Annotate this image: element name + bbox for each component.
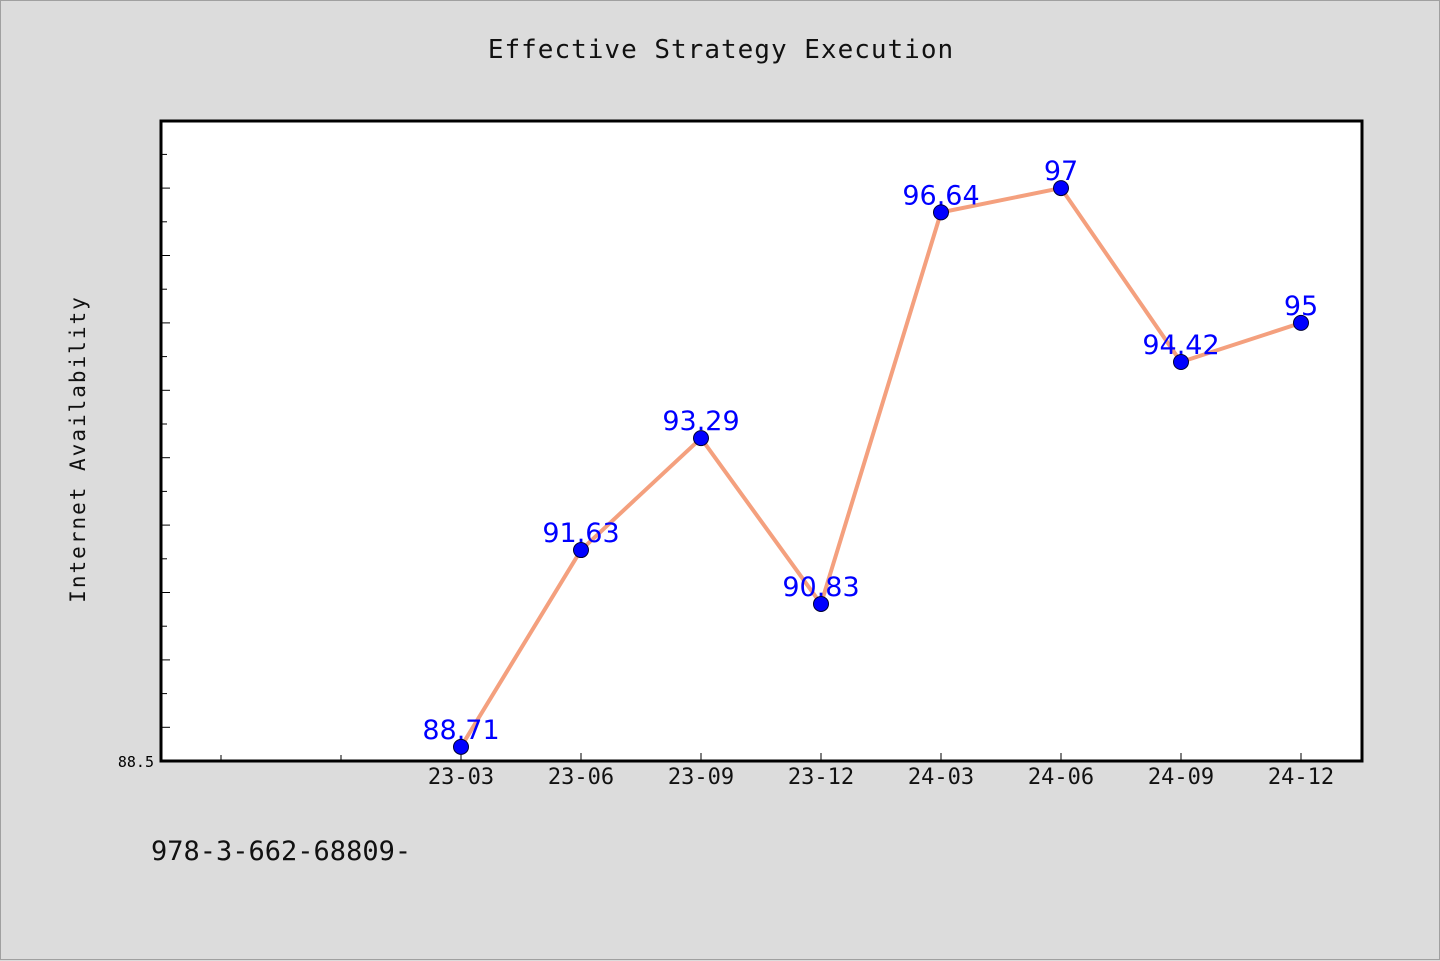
data-point [1293, 314, 1309, 331]
series-line-segment [1059, 186, 1183, 364]
plot-frame [159, 119, 1364, 763]
x-tick-label: 23-03 [428, 765, 494, 790]
series-line-segment [699, 436, 823, 606]
data-point [813, 595, 829, 612]
series-line-segment [1179, 320, 1303, 364]
x-tick-label: 24-09 [1148, 765, 1214, 790]
x-tick-label: 24-06 [1028, 765, 1094, 790]
series-line-segment [939, 186, 1063, 215]
y-tick-label: 88.5 [118, 753, 154, 771]
series-line-segment [819, 210, 943, 606]
x-tick-label: 24-12 [1268, 765, 1334, 790]
x-tick-label: 23-09 [668, 765, 734, 790]
data-point [1053, 180, 1069, 197]
data-point [573, 542, 589, 559]
chart-title: Effective Strategy Execution [487, 35, 955, 65]
plot-area [161, 121, 1362, 761]
x-tick-label: 23-12 [788, 765, 854, 790]
x-tick-label: 24-03 [908, 765, 974, 790]
series-line-segment [459, 548, 583, 749]
series-line-segment [579, 436, 703, 553]
footer-code: 978-3-662-68809- [151, 836, 412, 867]
data-point [693, 430, 709, 447]
data-point [453, 738, 469, 755]
data-point [933, 204, 949, 221]
x-tick-label: 23-06 [548, 765, 614, 790]
data-point [1173, 353, 1189, 370]
